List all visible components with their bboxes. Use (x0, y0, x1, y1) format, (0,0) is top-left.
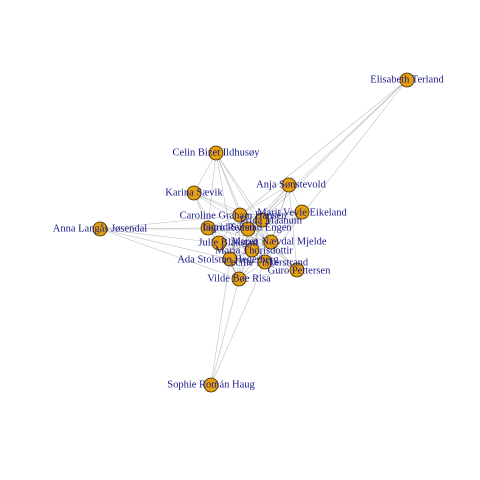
edge-ingrid-guro_p (247, 228, 298, 271)
node-label-elisabeth: Elisabeth Terland (370, 75, 444, 86)
node-label-frida: Frida Maanum (240, 216, 302, 227)
node-marit (294, 204, 310, 220)
edge-ingrid-karina (193, 192, 249, 230)
node-vilde (231, 271, 247, 287)
node-celin (208, 145, 224, 161)
edge-vilde-sophie (210, 278, 240, 386)
edge-frida-karina (193, 192, 263, 221)
node-layer (92, 72, 415, 393)
edge-caroline-celin (215, 152, 241, 216)
edge-maren-vilde (238, 241, 272, 280)
edge-caroline-anna (99, 214, 241, 230)
edge-frida-guro_r (207, 219, 263, 229)
node-label-guro_r: Guro Reiten (203, 223, 255, 234)
node-karina (186, 185, 202, 201)
node-anna (92, 221, 108, 237)
edge-celin-karina (193, 152, 217, 194)
edge-maria-marit (251, 211, 303, 251)
node-caroline (232, 207, 248, 223)
node-label-julie: Julie Blakstad (198, 238, 258, 249)
node-label-marit: Marit Vevle Eikeland (257, 208, 347, 219)
edge-guro_r-vilde (207, 227, 240, 280)
node-maria (244, 242, 260, 258)
node-label-celin: Celin Bizet Ildhusøy (173, 148, 261, 159)
node-maren (263, 234, 279, 250)
node-anja (281, 177, 297, 193)
node-label-cecilie: Cecilie Fiskerstrand (224, 258, 309, 269)
node-label-guro_p: Guro Pettersen (268, 266, 331, 277)
edge-elisabeth-cecilie (264, 79, 408, 263)
node-frida (254, 212, 270, 228)
node-sophie (203, 377, 219, 393)
node-label-maria: Maria Thorisdottir (215, 246, 293, 257)
label-layer: Elisabeth Terland Celin Bizet Ildhusøy Anj… (53, 75, 445, 391)
edge-frida-celin (215, 152, 263, 221)
node-label-caroline: Caroline Graham Hansen (180, 211, 287, 222)
node-label-karina: Karina Sævik (165, 188, 223, 199)
node-ada (222, 251, 238, 267)
edge-elisabeth-caroline (239, 79, 408, 216)
node-ingrid (240, 221, 256, 237)
node-label-anja: Anja Sønstevold (256, 180, 326, 191)
edge-caroline-anja (239, 184, 290, 216)
edge-caroline-karina (193, 192, 241, 216)
node-cecilie (257, 254, 273, 270)
edge-guro_r-celin (207, 152, 217, 229)
node-label-anna: Anna Langås Jøsendal (53, 224, 148, 235)
node-label-sophie: Sophie Román Haug (167, 380, 255, 391)
edge-sophie-ada (210, 258, 231, 386)
edge-elisabeth-frida (261, 79, 408, 221)
node-label-ingrid: Ingrid Syrstad Engen (202, 223, 292, 234)
node-guro_p (289, 262, 305, 278)
edge-ingrid-marit (247, 211, 303, 230)
edge-julie-anna (99, 228, 220, 244)
edge-sophie-cecilie (210, 261, 266, 386)
node-label-ada: Ada Stolsmo Hegerberg (177, 255, 279, 266)
node-guro_r (200, 220, 216, 236)
node-label-vilde: Vilde Bøe Risa (207, 274, 271, 285)
edge-ada-anna (99, 228, 231, 260)
node-elisabeth (399, 72, 415, 88)
edge-anna-vilde (99, 228, 240, 280)
edge-anja-guro_p (288, 184, 298, 271)
edge-vilde-guro_p (238, 269, 298, 280)
edge-ingrid-vilde (238, 228, 249, 280)
edge-elisabeth-ingrid (247, 79, 408, 230)
node-julie (211, 235, 227, 251)
edge-julie-cecilie (218, 242, 266, 263)
node-label-maren: Maren Nævdal Mjelde (231, 237, 326, 248)
edge-maria-guro_p (251, 249, 298, 271)
